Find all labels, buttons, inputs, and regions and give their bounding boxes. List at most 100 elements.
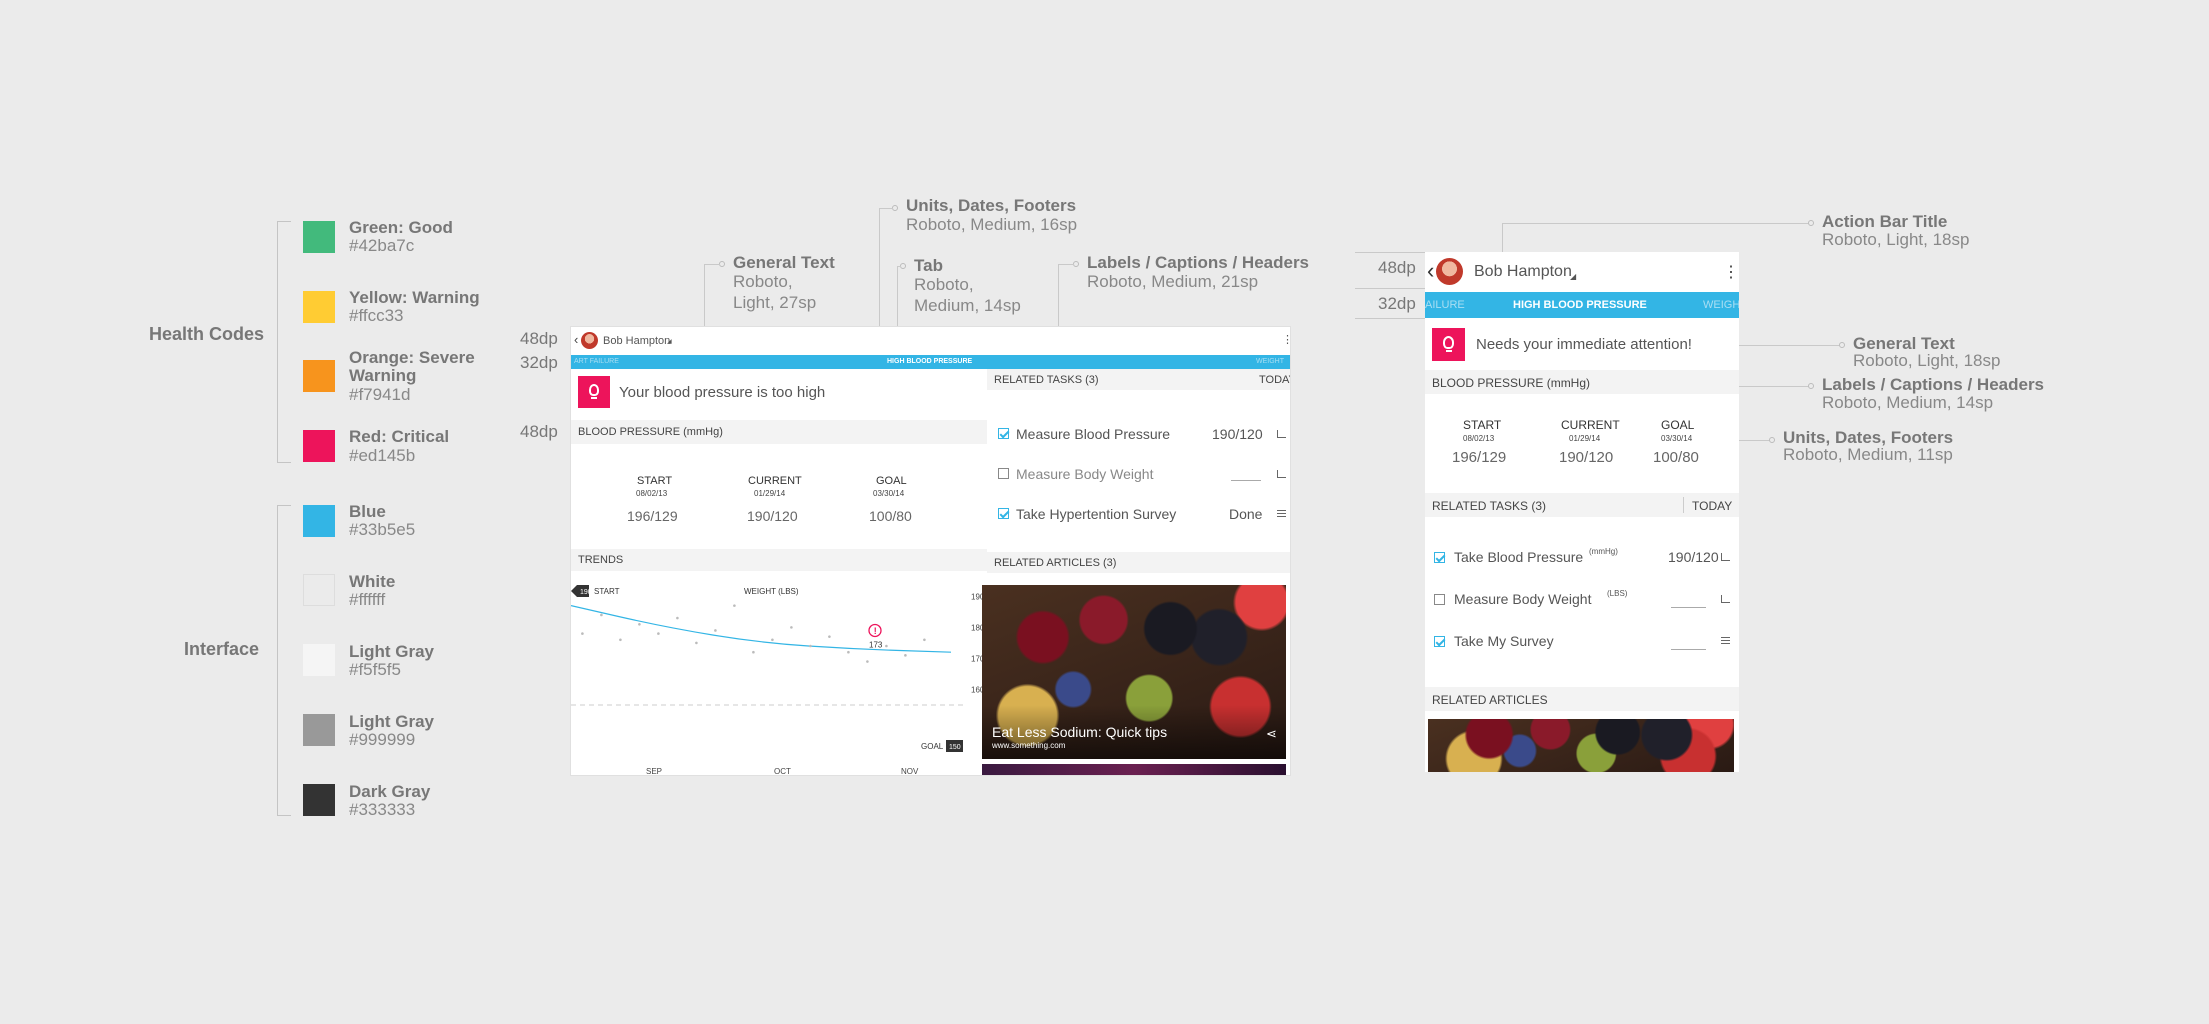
swatch-hex: #f7941d <box>349 385 411 404</box>
goal-date: 03/30/14 <box>1661 434 1693 443</box>
dim-48dp: 48dp <box>520 329 558 348</box>
avatar[interactable] <box>581 332 598 349</box>
ann-dot <box>1839 342 1845 348</box>
y-tick-label: 190 <box>971 592 985 601</box>
task-checkbox[interactable] <box>998 468 1009 479</box>
highlight-point-icon[interactable] <box>868 623 882 638</box>
swatch-hex: #f5f5f5 <box>349 660 401 679</box>
tasks-today[interactable]: TODAY <box>1259 374 1290 386</box>
swatch-hex: #ed145b <box>349 446 416 465</box>
article-card-image[interactable]: Eat Less Sodium: Quick tips www.somethin… <box>982 585 1286 759</box>
task-value-blank[interactable] <box>1671 649 1706 650</box>
tablet-screen: ‹ Bob Hampton ◢ ⋮ ART FAILURE HIGH BLOOD… <box>570 326 1291 776</box>
start-date: 08/02/13 <box>1463 434 1495 443</box>
bp-header: BLOOD PRESSURE (mmHg) <box>578 426 723 438</box>
ann-tab-spec-1: Roboto, <box>914 275 974 294</box>
current-value: 190/120 <box>1559 449 1614 466</box>
task-value-blank[interactable] <box>1671 607 1706 608</box>
next-article-image[interactable] <box>982 764 1286 775</box>
dropdown-icon[interactable]: ◢ <box>667 339 672 345</box>
swatch-name: Red: Critical <box>349 427 450 446</box>
start-value: 196/129 <box>627 508 678 524</box>
overflow-menu-icon[interactable]: ⋮ <box>1723 264 1739 281</box>
current-label: CURRENT <box>748 475 802 487</box>
y-tick-label: 170 <box>971 654 985 663</box>
chart-icon[interactable] <box>1721 595 1730 603</box>
swatch-light-gray <box>303 644 335 676</box>
bp-header-row: BLOOD PRESSURE (mmHg) <box>1425 370 1739 394</box>
article-card-image[interactable] <box>1428 719 1734 772</box>
ann-dot <box>1769 437 1775 443</box>
data-point <box>714 629 717 632</box>
dropdown-icon[interactable]: ◢ <box>1570 272 1577 281</box>
ann-dot <box>1808 383 1814 389</box>
tab-left[interactable]: ART FAILURE <box>574 358 619 365</box>
data-point <box>676 616 679 620</box>
task-checkbox[interactable] <box>1434 636 1445 647</box>
article-url[interactable]: www.something.com <box>992 741 1066 750</box>
task-value-blank[interactable] <box>1231 480 1261 481</box>
data-point <box>866 660 869 663</box>
ann-general-spec-1: Roboto, <box>733 272 793 291</box>
task-label[interactable]: Take Blood Pressure <box>1454 549 1584 565</box>
tab-high-blood-pressure[interactable]: HIGH BLOOD PRESSURE <box>1513 299 1647 311</box>
x-tick-label: OCT <box>774 767 791 776</box>
swatch-name: Yellow: Warning <box>349 288 480 307</box>
start-date: 08/02/13 <box>636 489 668 498</box>
tablet-tab-strip: ART FAILURE HIGH BLOOD PRESSURE WEIGHT <box>571 355 1290 369</box>
overflow-menu-icon[interactable]: ⋮ <box>1282 333 1290 346</box>
article-title[interactable]: Eat Less Sodium: Quick tips <box>992 724 1168 740</box>
ann-general-spec: Roboto, Light, 18sp <box>1853 351 2001 370</box>
articles-header: RELATED ARTICLES (3) <box>994 557 1117 569</box>
task-checkbox[interactable] <box>998 508 1009 519</box>
task-label[interactable]: Take My Survey <box>1454 633 1554 649</box>
avatar[interactable] <box>1436 258 1463 285</box>
task-label[interactable]: Measure Blood Pressure <box>1016 426 1171 442</box>
interface-bracket <box>277 505 291 816</box>
tab-left[interactable]: AILURE <box>1425 299 1465 311</box>
x-tick-label: NOV <box>901 767 919 776</box>
ann-units-title: Units, Dates, Footers <box>1783 428 1954 447</box>
phone-screen: ‹ Bob Hampton ◢ ⋮ AILURE HIGH BLOOD PRES… <box>1425 252 1739 772</box>
task-label[interactable]: Take Hypertention Survey <box>1016 506 1177 522</box>
chart-icon[interactable] <box>1277 470 1286 478</box>
tab-high-blood-pressure[interactable]: HIGH BLOOD PRESSURE <box>887 358 973 365</box>
ann-tab-title: Tab <box>914 256 943 275</box>
list-icon[interactable] <box>1277 510 1286 518</box>
goal-value: 100/80 <box>1653 449 1699 466</box>
start-badge: 190 <box>580 589 592 596</box>
swatch-dark-gray <box>303 784 335 816</box>
back-icon[interactable]: ‹ <box>1427 258 1435 283</box>
dim-48dp: 48dp <box>520 422 558 441</box>
ann-dot <box>1808 220 1814 226</box>
goal-label: GOAL <box>921 742 944 751</box>
swatch-name: Light Gray <box>349 642 435 661</box>
swatch-mid-gray <box>303 714 335 746</box>
tasks-header: RELATED TASKS (3) <box>1432 499 1547 513</box>
task-checkbox[interactable] <box>1434 594 1445 605</box>
tasks-today[interactable]: TODAY <box>1692 499 1733 513</box>
ann-labels-spec: Roboto, Medium, 21sp <box>1087 272 1259 291</box>
chart-icon[interactable] <box>1721 553 1730 561</box>
tab-right[interactable]: WEIGH <box>1703 299 1739 311</box>
start-label: START <box>594 587 620 596</box>
user-name[interactable]: Bob Hampton <box>1474 263 1572 280</box>
chart-icon[interactable] <box>1277 430 1286 438</box>
phone-tab-strip: AILURE HIGH BLOOD PRESSURE WEIGH <box>1425 292 1739 318</box>
tasks-header: RELATED TASKS (3) <box>994 374 1099 386</box>
task-checkbox[interactable] <box>998 428 1009 439</box>
data-point <box>809 644 812 648</box>
task-label[interactable]: Measure Body Weight <box>1016 466 1154 482</box>
articles-header-row: RELATED ARTICLES <box>1425 687 1739 711</box>
swatch-name: White <box>349 572 396 591</box>
share-icon[interactable]: ⋖ <box>1266 726 1277 741</box>
list-icon[interactable] <box>1721 637 1730 645</box>
ann-general-title: General Text <box>1853 334 1955 353</box>
task-checkbox[interactable] <box>1434 552 1445 563</box>
task-label[interactable]: Measure Body Weight <box>1454 591 1592 607</box>
user-name[interactable]: Bob Hampton <box>603 335 671 347</box>
tab-right[interactable]: WEIGHT <box>1256 358 1284 365</box>
phone-action-bar: ‹ Bob Hampton ◢ ⋮ <box>1425 252 1739 292</box>
back-icon[interactable]: ‹ <box>574 332 579 347</box>
start-label: START <box>1463 418 1502 432</box>
